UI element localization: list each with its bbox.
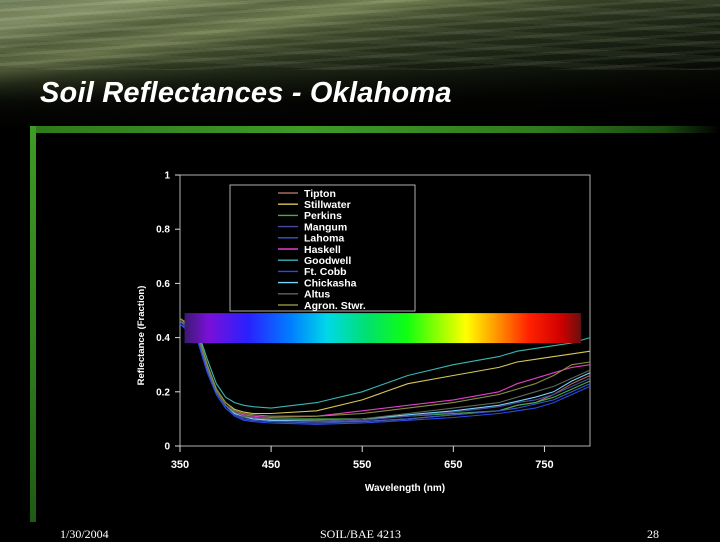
y-tick-label: 0.8 xyxy=(156,225,170,236)
legend-label: Tipton xyxy=(304,188,336,200)
legend: TiptonStillwaterPerkinsMangumLahomaHaske… xyxy=(229,184,416,312)
header-banner-image xyxy=(0,0,720,130)
y-tick-label: 1 xyxy=(164,171,170,182)
x-axis-label: Wavelength (nm) xyxy=(365,483,445,494)
y-tick-label: 0.2 xyxy=(156,387,170,398)
visible-spectrum-band xyxy=(184,313,581,344)
legend-label: Ft. Cobb xyxy=(304,266,347,278)
legend-label: Mangum xyxy=(304,221,347,233)
x-tick-label: 450 xyxy=(262,459,280,471)
accent-side-bar xyxy=(30,126,36,522)
axes-layer: 0 0.2 0.4 0.6 0.8 1 350 450 550 650 750 xyxy=(156,171,554,472)
y-tick-label: 0 xyxy=(164,442,170,453)
accent-bar xyxy=(30,126,720,133)
legend-label: Perkins xyxy=(304,210,342,222)
slide-title: Soil Reflectances - Oklahoma xyxy=(40,77,452,109)
legend-box xyxy=(229,184,416,312)
x-tick-label: 350 xyxy=(171,459,189,471)
y-axis-label: Reflectance (Fraction) xyxy=(136,286,147,386)
series-line-6 xyxy=(179,318,591,409)
footer-course: SOIL/BAE 4213 xyxy=(320,527,401,541)
legend-label: Stillwater xyxy=(304,199,351,211)
legend-label: Lahoma xyxy=(304,233,344,245)
legend-label: Haskell xyxy=(304,244,341,256)
legend-label: Altus xyxy=(304,289,330,301)
series-layer xyxy=(179,318,591,425)
series-line-4 xyxy=(179,323,591,424)
y-tick-label: 0.4 xyxy=(156,333,170,344)
x-tick-label: 650 xyxy=(444,459,462,471)
reflectance-chart: 0 0.2 0.4 0.6 0.8 1 350 450 550 650 750 TiptonStil… xyxy=(136,171,591,494)
y-tick-label: 0.6 xyxy=(156,279,170,290)
x-tick-label: 550 xyxy=(353,459,371,471)
legend-label: Chickasha xyxy=(304,277,357,289)
legend-label: Goodwell xyxy=(304,255,351,267)
series-line-7 xyxy=(179,323,591,425)
series-line-10 xyxy=(179,318,591,417)
x-tick-label: 750 xyxy=(535,459,553,471)
page-number: 28 xyxy=(647,527,659,541)
footer-date: 1/30/2004 xyxy=(60,527,109,541)
legend-items: TiptonStillwaterPerkinsMangumLahomaHaske… xyxy=(278,188,366,312)
legend-label: Agron. Stwr. xyxy=(304,300,366,312)
series-line-9 xyxy=(179,320,591,421)
